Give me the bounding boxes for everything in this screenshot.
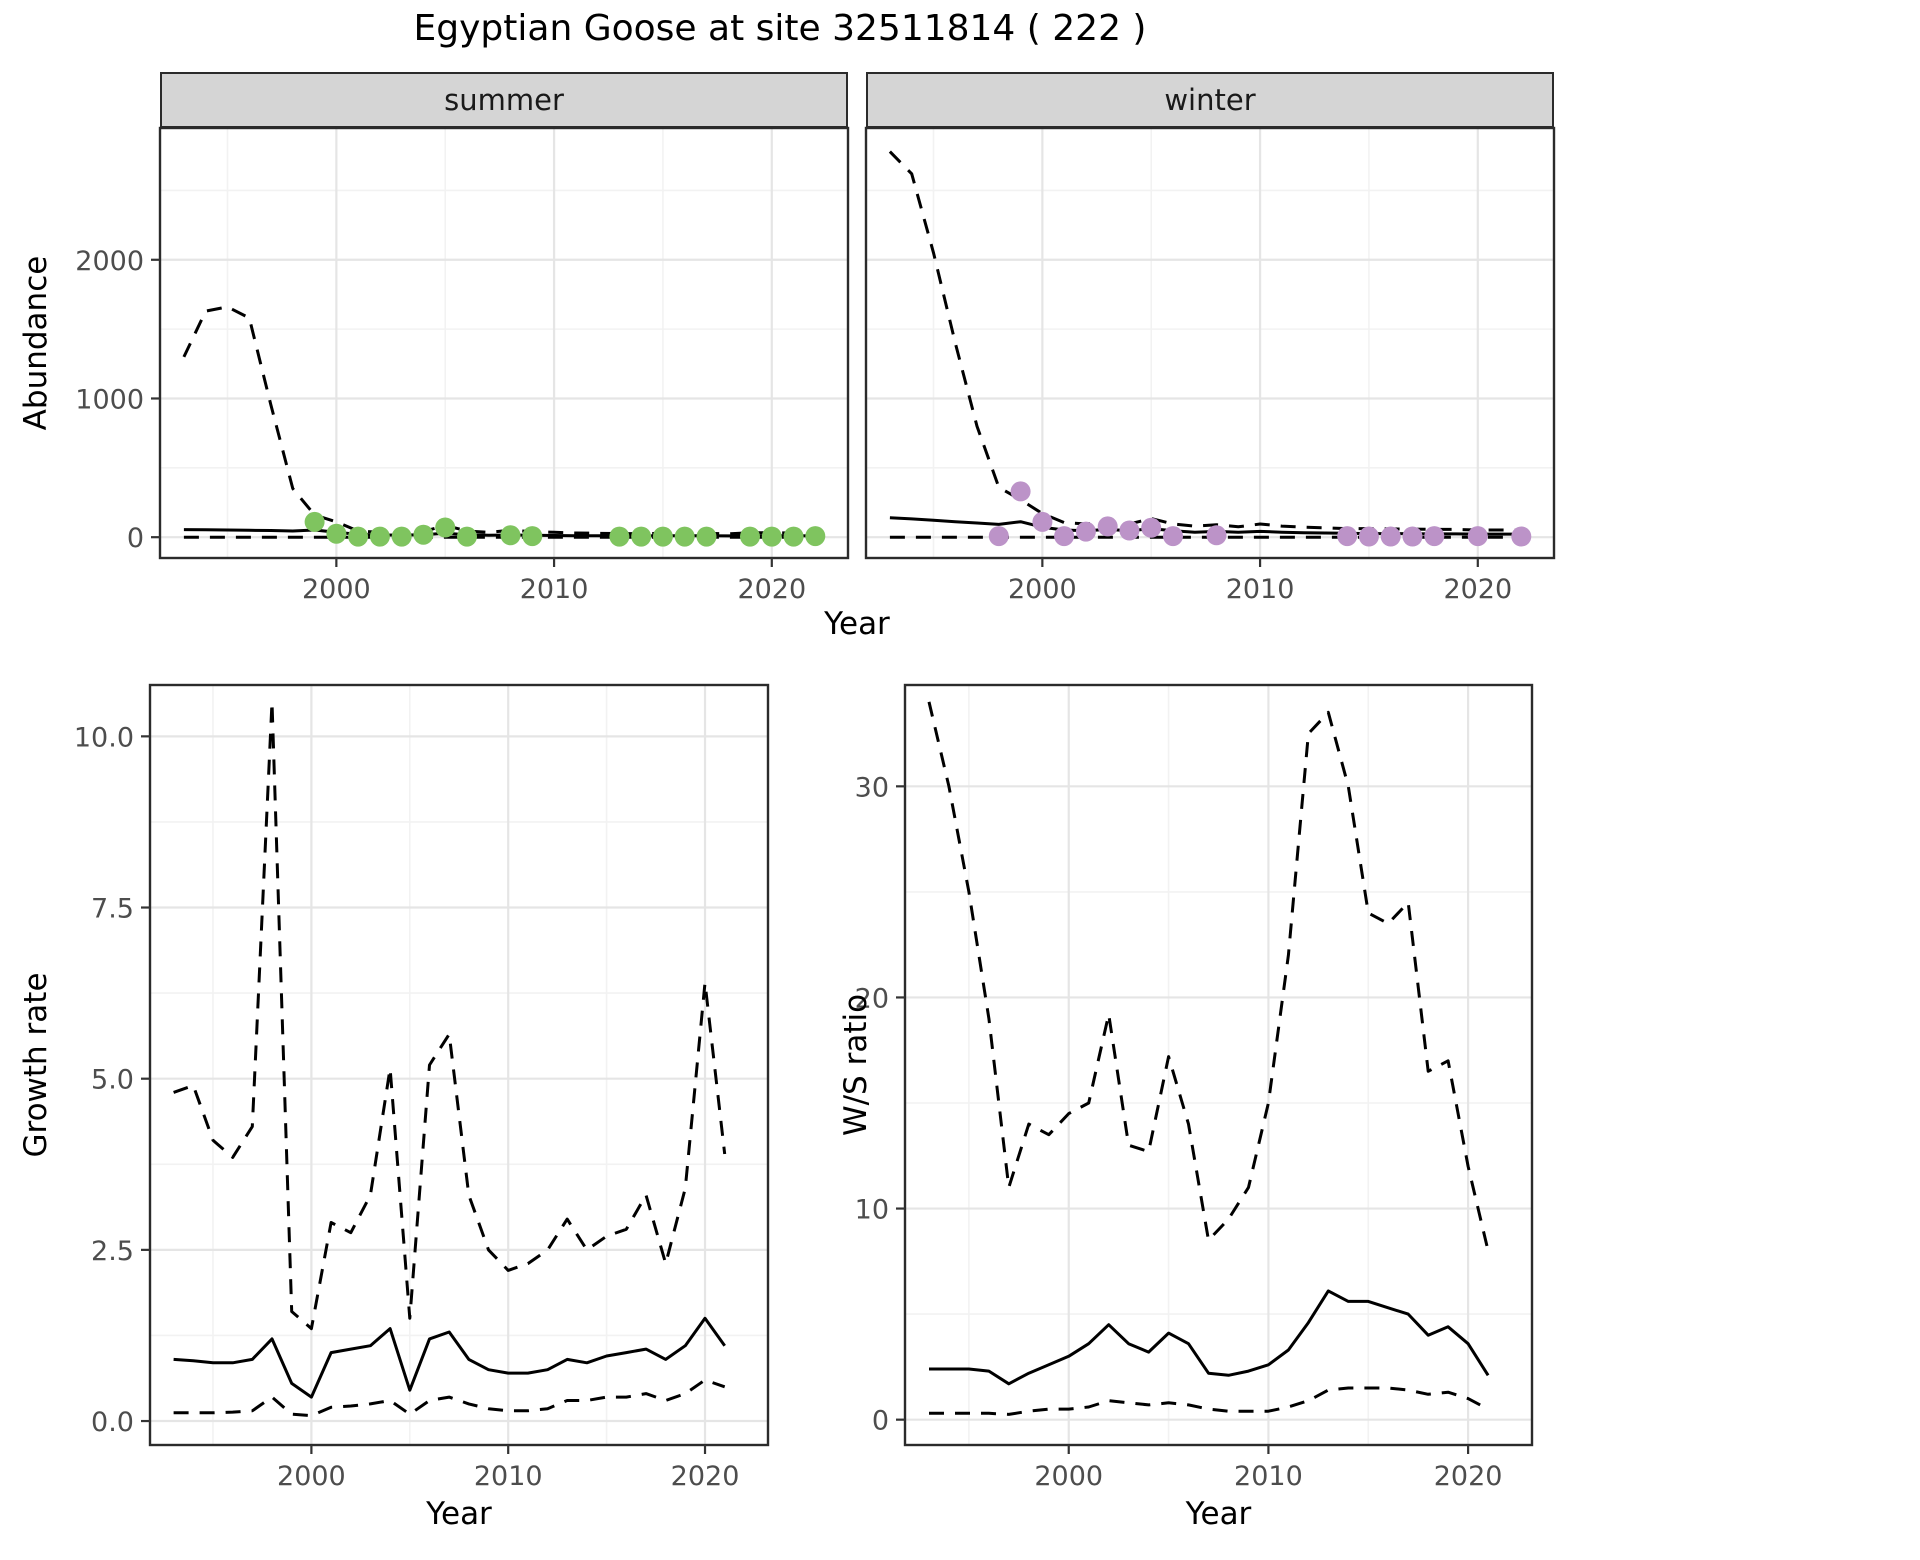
- y-tick-label: 2.5: [91, 1236, 134, 1267]
- panel-abundance-summer: 2000 2010 2020 0 1000 2000: [75, 126, 850, 605]
- y-tick-label: 10: [855, 1195, 889, 1226]
- data-point: [988, 526, 1009, 547]
- page-title: Egyptian Goose at site 32511814 ( 222 ): [413, 8, 1147, 49]
- data-point: [761, 526, 782, 547]
- y-tick-label: 7.5: [91, 894, 134, 925]
- data-point: [1119, 520, 1140, 541]
- data-point: [1141, 517, 1162, 538]
- x-axis-label-year-top: Year: [824, 606, 890, 642]
- data-point: [609, 526, 630, 547]
- data-point: [500, 525, 521, 546]
- data-point: [326, 523, 347, 544]
- y-tick-label: 10.0: [74, 722, 134, 753]
- data-point: [1402, 526, 1423, 547]
- panel-growth-rate: 2000 2010 2020 0.0 2.5 5.0 7.5 10.0: [74, 683, 770, 1492]
- x-axis-label-year-growth: Year: [426, 1496, 492, 1532]
- data-point: [369, 526, 390, 547]
- data-point: [1097, 516, 1118, 537]
- x-tick-label: 2010: [1226, 574, 1295, 605]
- y-axis-label-abundance: Abundance: [18, 255, 54, 431]
- x-tick-label: 2020: [737, 574, 806, 605]
- x-tick-label: 2000: [1008, 574, 1077, 605]
- data-point: [631, 526, 652, 547]
- x-axis-label-year-ws: Year: [1185, 1496, 1252, 1532]
- x-tick-label: 2010: [520, 574, 589, 605]
- y-tick-label: 30: [855, 772, 889, 803]
- x-tick-label: 2000: [1034, 1461, 1103, 1492]
- y-tick-label: 0.0: [91, 1407, 134, 1438]
- series-upper-ci: [927, 701, 1490, 1252]
- y-tick-label: 20: [855, 983, 889, 1014]
- data-point: [1424, 526, 1445, 547]
- facet-strip-winter: winter: [866, 72, 1554, 128]
- data-point: [1163, 526, 1183, 547]
- x-tick-label: 2000: [302, 574, 371, 605]
- panel-abundance-winter: 2000 2010 2020: [864, 126, 1556, 605]
- data-point: [1467, 526, 1488, 547]
- data-point: [457, 526, 477, 547]
- series-estimate: [929, 1289, 1490, 1386]
- data-point: [1075, 521, 1096, 542]
- x-tick-label: 2000: [277, 1461, 346, 1492]
- data-point: [435, 517, 456, 538]
- series-lower-ci: [173, 1378, 726, 1418]
- x-tick-label: 2020: [1443, 574, 1512, 605]
- data-point: [1032, 511, 1053, 532]
- data-point: [652, 526, 673, 547]
- data-point: [1337, 526, 1358, 547]
- y-tick-label: 0: [127, 523, 144, 554]
- y-tick-label: 1000: [75, 384, 144, 415]
- x-tick-label: 2020: [671, 1461, 740, 1492]
- series-upper-ci: [173, 700, 727, 1331]
- data-point: [413, 524, 434, 545]
- data-point: [304, 511, 325, 532]
- data-point: [1010, 481, 1031, 502]
- data-point: [805, 526, 826, 547]
- series-estimate: [173, 1316, 726, 1399]
- data-point: [1206, 525, 1227, 546]
- data-point: [522, 526, 543, 547]
- series-lower-ci: [929, 1386, 1489, 1416]
- y-axis-label-growth-rate: Growth rate: [18, 972, 54, 1158]
- x-tick-label: 2010: [1234, 1461, 1303, 1492]
- x-tick-label: 2020: [1434, 1461, 1503, 1492]
- data-point: [348, 526, 369, 547]
- facet-label-summer: summer: [444, 83, 564, 117]
- y-axis-label-ws-ratio: W/S ratio: [838, 993, 874, 1137]
- data-point: [1511, 526, 1532, 547]
- data-point: [696, 526, 717, 547]
- x-tick-label: 2010: [474, 1461, 543, 1492]
- data-point: [1358, 526, 1379, 547]
- facet-label-winter: winter: [1164, 83, 1256, 117]
- facet-strip-summer: summer: [160, 72, 848, 128]
- panel-ws-ratio: 2000 2010 2020 0 10 20 30: [855, 683, 1534, 1492]
- data-point: [391, 526, 412, 547]
- y-tick-label: 2000: [75, 246, 144, 277]
- data-point: [674, 526, 695, 547]
- y-tick-label: 5.0: [91, 1065, 134, 1096]
- data-point: [740, 526, 760, 547]
- data-point: [1054, 526, 1075, 547]
- data-point: [783, 526, 804, 547]
- y-tick-label: 0: [872, 1406, 889, 1437]
- data-point: [1380, 526, 1401, 547]
